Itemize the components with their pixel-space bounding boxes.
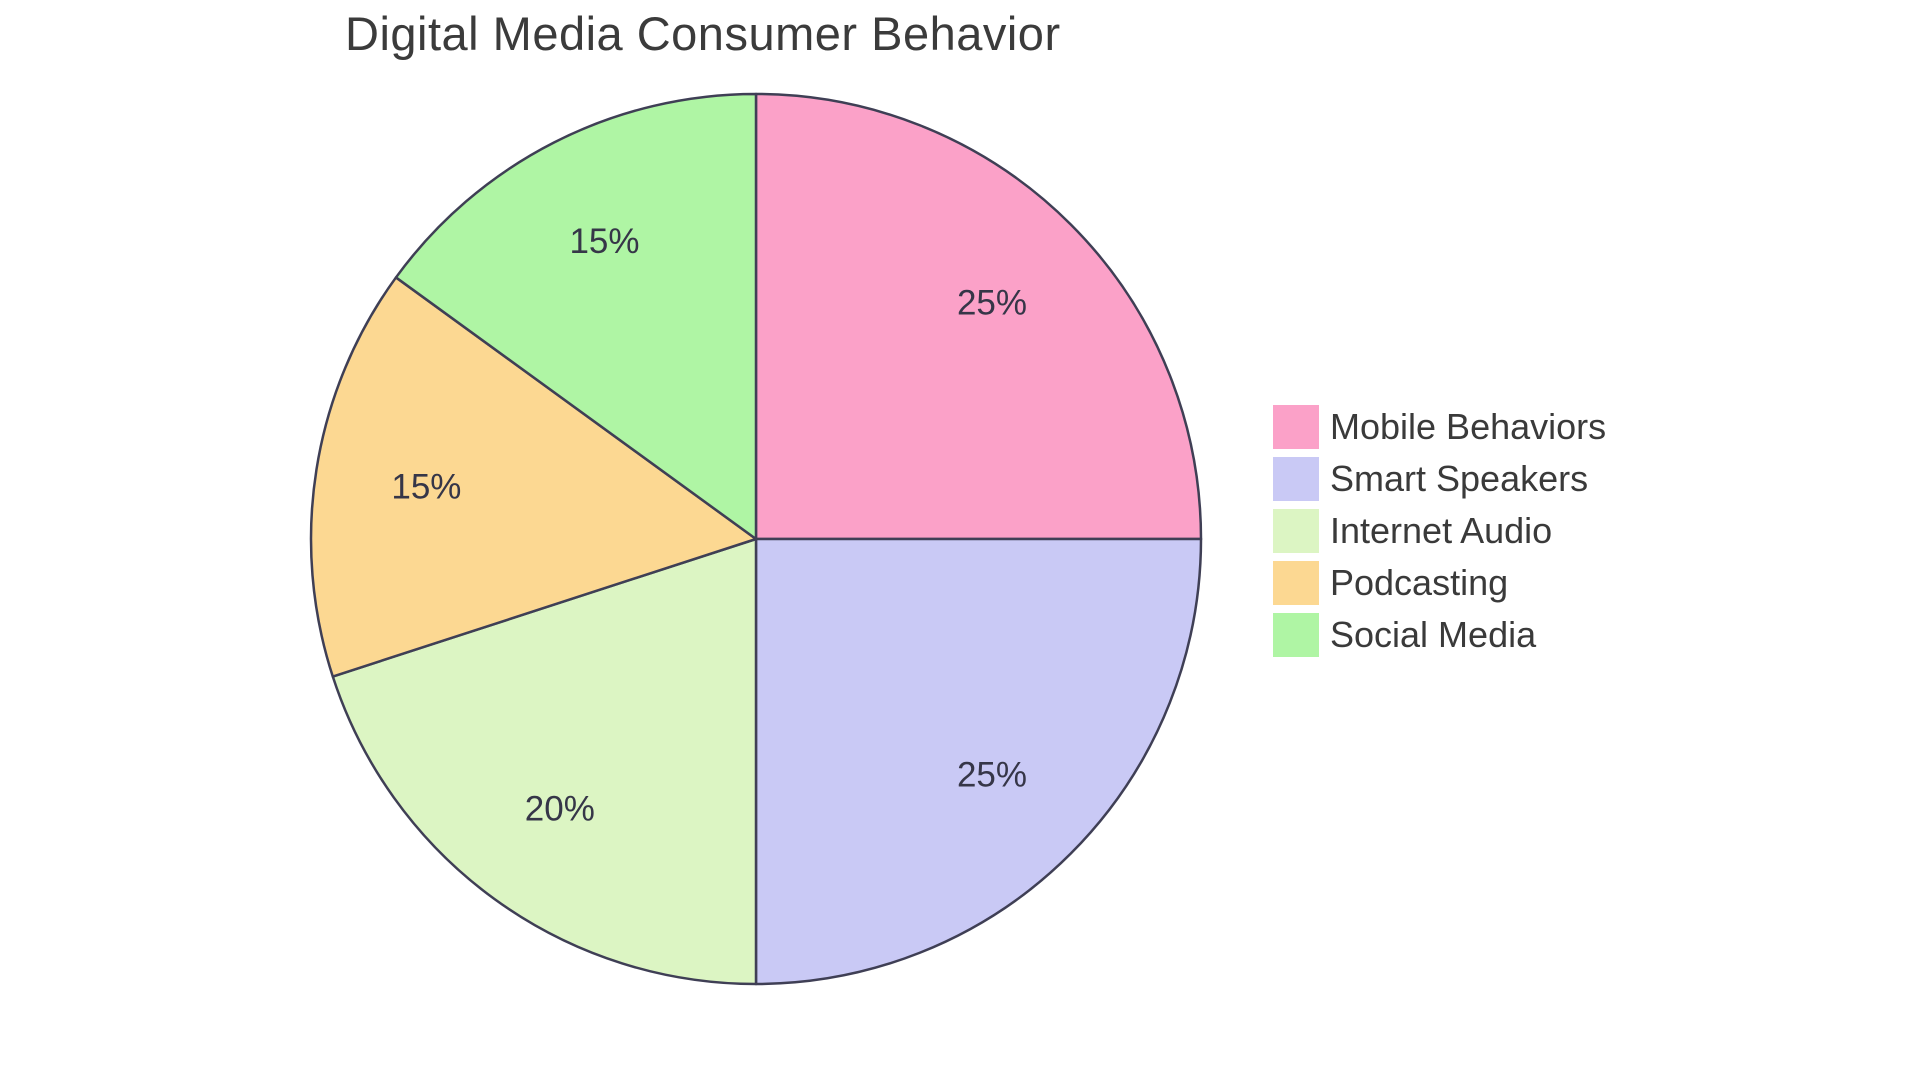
pie-slice-internet-audio[interactable]	[331, 537, 758, 986]
pie-slice-percent-internet-audio: 20%	[525, 790, 595, 829]
legend-label-smart-speakers: Smart Speakers	[1330, 458, 1589, 499]
legend: Mobile Behaviors Smart Speakers Internet A…	[1273, 405, 1606, 657]
chart-title: Digital Media Consumer Behavior	[345, 7, 1061, 60]
legend-item-podcasting[interactable]: Podcasting	[1273, 561, 1606, 605]
legend-item-social-media[interactable]: Social Media	[1273, 613, 1606, 657]
pie-slice-podcasting[interactable]	[309, 276, 758, 678]
pie-slice-mobile-behaviors[interactable]	[754, 92, 1203, 541]
legend-label-internet-audio: Internet Audio	[1330, 510, 1553, 551]
pie-slice-smart-speakers[interactable]	[754, 537, 1203, 986]
legend-label-mobile-behaviors: Mobile Behaviors	[1330, 406, 1607, 447]
legend-item-internet-audio[interactable]: Internet Audio	[1273, 509, 1606, 553]
pie-slice-percent-podcasting: 15%	[391, 467, 461, 506]
legend-item-mobile-behaviors[interactable]: Mobile Behaviors	[1273, 405, 1606, 449]
legend-swatch-internet-audio	[1273, 509, 1319, 553]
legend-item-smart-speakers[interactable]: Smart Speakers	[1273, 457, 1606, 501]
legend-swatch-smart-speakers	[1273, 457, 1319, 501]
pie-slice-percent-mobile-behaviors: 25%	[957, 284, 1027, 323]
pie-slice-percent-social-media: 15%	[569, 222, 639, 261]
legend-label-podcasting: Podcasting	[1330, 562, 1509, 603]
legend-swatch-social-media	[1273, 613, 1319, 657]
legend-label-social-media: Social Media	[1330, 614, 1537, 655]
pie-slice-percent-smart-speakers: 25%	[957, 756, 1027, 795]
legend-swatch-mobile-behaviors	[1273, 405, 1319, 449]
pie-slice-social-media[interactable]	[394, 92, 758, 541]
legend-swatch-podcasting	[1273, 561, 1319, 605]
